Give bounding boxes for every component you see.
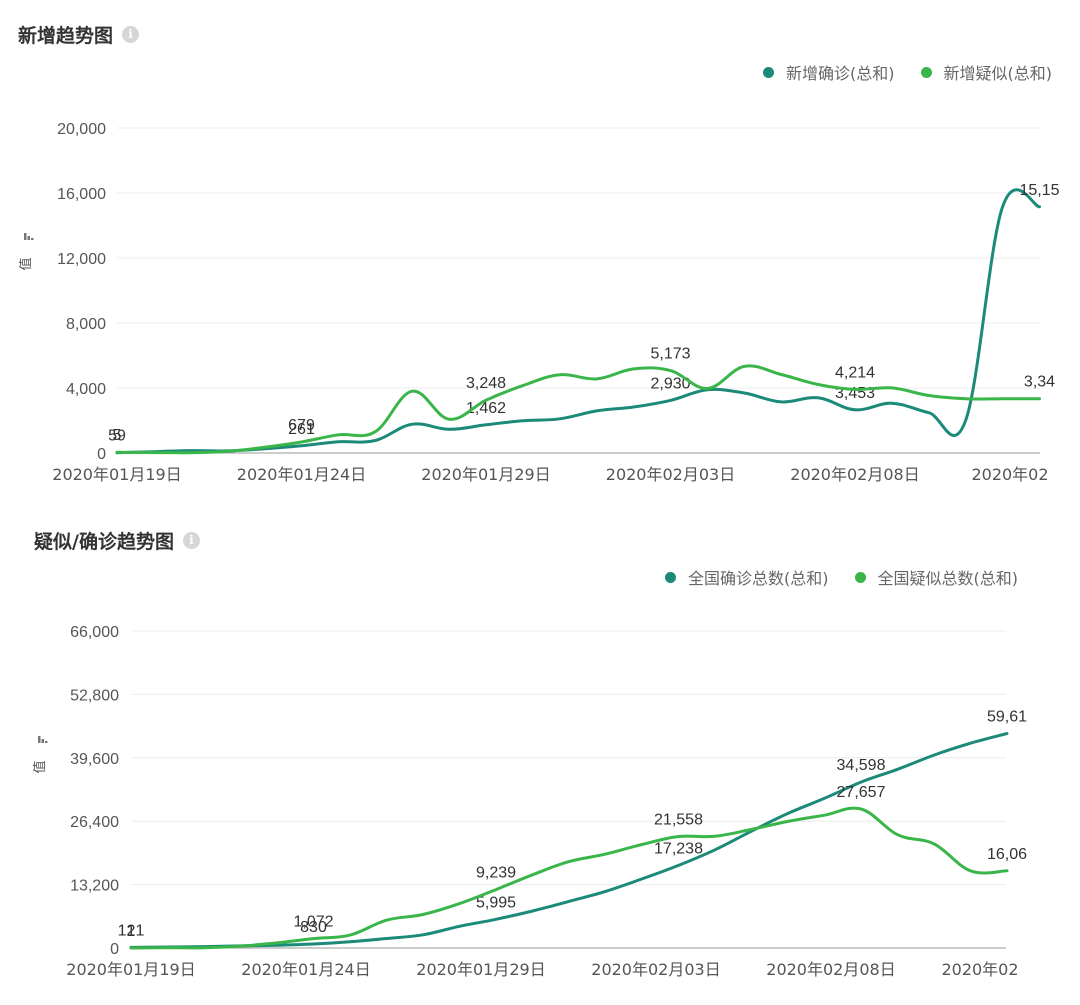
chart-title-text: 新增趋势图 [18,25,114,47]
icon-bar [24,233,27,240]
info-icon[interactable]: i [182,532,200,549]
data-label: 1,462 [466,400,506,417]
data-label: 27,657 [837,784,886,801]
chart-legend: 新增确诊(总和) 新增疑似(总和) [737,60,1052,84]
data-label: 16,06 [987,846,1027,863]
chart-plot: 0 4,000 8,000 12,000 16,000 20,000 值 2020年01月19… [18,121,1060,484]
data-label: 2,930 [650,375,690,392]
x-tick-label: 2020年01月24日 [237,465,366,484]
series-line-0 [129,732,1009,949]
data-label: 1,072 [293,914,333,931]
legend-dot [763,66,774,78]
chart-legend: 全国确诊总数(总和) 全国疑似总数(总和) [639,565,1018,589]
data-label: 34,598 [837,757,886,774]
data-label: 17,238 [654,840,703,857]
y-tick-label: 20,000 [57,121,106,138]
data-label: 21,558 [654,812,703,829]
x-tick-label: 2020年02月03日 [606,465,735,484]
legend-item-new-confirmed[interactable]: 新增确诊(总和) [763,60,895,84]
x-tick-label: 2020年02月08日 [790,465,919,484]
data-label: 3,34 [1024,374,1055,391]
legend-item-total-suspected[interactable]: 全国疑似总数(总和) [854,565,1019,589]
legend-label: 新增确诊(总和) [786,64,895,83]
legend-dot [920,66,932,78]
y-tick-label: 16,000 [57,186,106,203]
x-tick-label: 2020年02月03日 [591,960,720,979]
data-label: 830 [300,919,327,936]
y-tick-label: 0 [97,446,106,463]
x-tick-label: 2020年01月19日 [66,960,195,979]
data-label: 5 [113,427,122,444]
x-tick-label: 2020年01月19日 [52,465,181,484]
icon-bar [45,741,48,743]
icon-bar [27,236,30,240]
chart-title-text: 疑似/确诊趋势图 [34,531,174,553]
x-tick-label: 2020年02 [941,960,1018,979]
data-label: 59,61 [987,709,1027,726]
data-label: 121 [118,922,145,939]
data-label: 4,214 [835,364,875,381]
y-tick-label: 4,000 [66,381,106,398]
y-tick-label: 13,200 [70,878,119,895]
bar-chart-icon [24,233,34,240]
data-label: 1 [127,923,136,940]
data-label: 5,173 [650,346,690,363]
chart-plot: 0 13,200 26,400 39,600 52,800 66,000 值 2020年01月… [32,624,1027,979]
y-tick-label: 39,600 [70,751,119,768]
data-label: 9,239 [476,865,516,882]
data-label: 679 [288,417,315,434]
y-tick-label: 12,000 [57,251,106,268]
chart-title: 疑似/确诊趋势图 i [34,527,200,554]
legend-item-new-suspected[interactable]: 新增疑似(总和) [920,60,1053,84]
y-tick-label: 0 [110,941,119,958]
legend-item-total-confirmed[interactable]: 全国确诊总数(总和) [665,565,829,589]
legend-dot [665,571,676,583]
data-label: 15,15 [1019,182,1059,199]
y-tick-label: 8,000 [66,316,106,333]
icon-bar [38,736,41,743]
y-tick-label: 52,800 [70,687,119,704]
series-line-1 [115,364,1041,455]
y-axis-label: 值 [18,257,34,270]
new-cases-chart-panel: 新增趋势图 i 新增确诊(总和) 新增疑似(总和) 0 4,000 8,000 12,… [0,0,1080,500]
chart-title: 新增趋势图 i [18,21,140,48]
info-icon[interactable]: i [122,26,140,43]
x-tick-label: 2020年01月29日 [416,960,545,979]
series-line-1 [129,806,1009,950]
y-tick-label: 66,000 [70,624,119,641]
x-tick-label: 2020年02月08日 [766,960,895,979]
icon-bar [31,238,34,240]
legend-label: 全国确诊总数(总和) [688,569,829,588]
data-label: 59 [108,428,126,445]
data-label: 5,995 [476,894,516,911]
data-label: 3,248 [466,375,506,392]
y-tick-label: 26,400 [70,814,119,831]
bar-chart-icon [38,736,48,743]
x-tick-label: 2020年01月29日 [421,465,550,484]
legend-label: 新增疑似(总和) [943,64,1053,83]
legend-dot [854,571,866,583]
total-cases-chart-panel: 疑似/确诊趋势图 i 全国确诊总数(总和) 全国疑似总数(总和) 0 13,200… [0,510,1080,1005]
x-tick-label: 2020年02 [971,465,1048,484]
series-line-0 [115,188,1041,455]
x-tick-label: 2020年01月24日 [241,960,370,979]
y-axis-label: 值 [32,760,48,773]
data-label: 261 [288,421,315,438]
icon-bar [41,739,44,743]
legend-label: 全国疑似总数(总和) [877,569,1019,588]
